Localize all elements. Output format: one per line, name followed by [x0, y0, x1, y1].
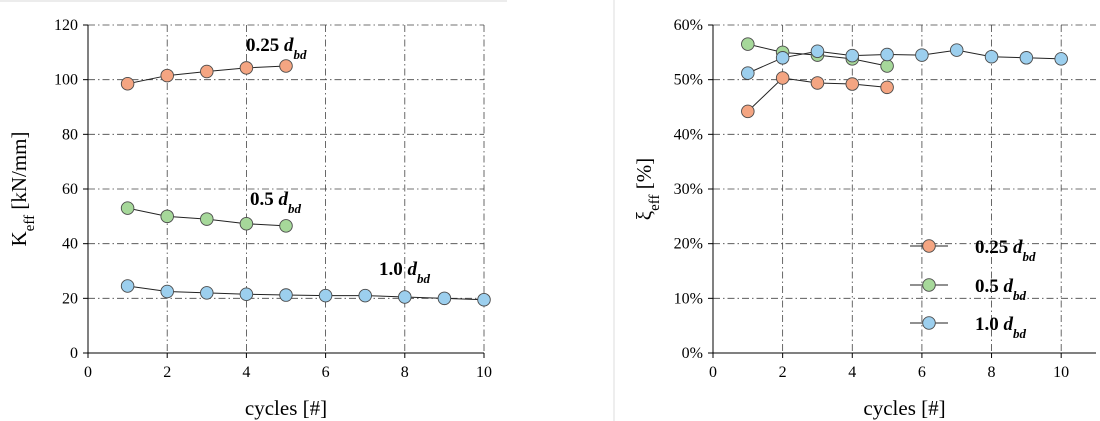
x-tick-label: 2 [779, 364, 787, 381]
data-point-series-1 [239, 61, 254, 75]
series-annotation: 0.25 dbd [246, 35, 307, 62]
legend-entry: 0.5 dbd [975, 276, 1027, 303]
data-point-series-1 [810, 76, 825, 90]
data-point-series-1 [845, 77, 860, 91]
chart-panel-2: 0% 10% 20% 30% 40% 50% 60% 0 2 4 6 8 10 cycles [#] ξef… [632, 17, 1096, 420]
legend-swatch-marker [922, 316, 936, 330]
y-tick-label: 10% [674, 290, 703, 307]
data-point-series-2 [200, 212, 214, 226]
data-point-series-3 [880, 47, 894, 62]
x-tick-label: 8 [988, 364, 996, 381]
data-point-series-1 [160, 68, 174, 83]
y-axis-title: ξeff [%] [632, 158, 663, 221]
data-point-series-3 [160, 284, 174, 299]
data-point-series-2 [880, 59, 894, 73]
y-tick-label: 40 [62, 236, 78, 253]
x-tick-label: 0 [84, 364, 92, 381]
data-point-series-3 [984, 49, 999, 64]
legend-entry: 0.25 dbd [975, 237, 1036, 264]
data-point-series-3 [318, 288, 333, 303]
data-point-series-1 [200, 64, 214, 79]
data-point-series-3 [845, 48, 860, 63]
x-tick-label: 10 [1053, 364, 1069, 381]
x-axis-title: cycles [#] [863, 396, 945, 420]
x-tick-label: 8 [401, 364, 409, 381]
data-point-series-1 [880, 80, 894, 95]
data-point-series-3 [239, 287, 254, 301]
y-tick-label: 20 [62, 290, 78, 307]
y-tick-label: 60 [62, 181, 78, 198]
y-tick-label: 50% [674, 72, 703, 89]
data-point-series-2 [239, 216, 254, 231]
data-point-series-2 [160, 209, 174, 224]
data-point-series-3 [775, 51, 790, 65]
y-tick-label: 20% [674, 236, 703, 253]
data-point-series-3 [949, 43, 964, 57]
y-tick-label: 80 [62, 126, 78, 143]
data-point-series-3 [437, 291, 452, 306]
y-tick-label: 60% [674, 17, 703, 34]
data-point-series-2 [279, 219, 293, 233]
x-tick-label: 2 [163, 364, 171, 381]
data-point-series-3 [398, 290, 412, 304]
series-line-3 [127, 285, 485, 301]
data-point-series-2 [741, 37, 755, 51]
data-point-series-3 [120, 279, 135, 293]
x-tick-label: 0 [709, 364, 717, 381]
data-point-series-1 [775, 71, 790, 85]
series-line-3 [747, 49, 1062, 74]
y-tick-label: 0 [70, 345, 78, 362]
x-axis-title: cycles [#] [245, 396, 327, 420]
legend-swatch-marker [922, 278, 936, 292]
data-point-series-3 [810, 44, 825, 58]
data-point-series-2 [120, 201, 135, 215]
legend: 0.25 dbd 0.5 dbd 1.0 dbd [910, 237, 1036, 341]
y-tick-label: 0% [682, 345, 703, 362]
legend-entry: 1.0 dbd [975, 314, 1027, 341]
y-tick-label: 100 [54, 72, 78, 89]
data-point-series-3 [741, 66, 755, 80]
data-point-series-3 [477, 292, 491, 307]
chart-panel-1: 0 20 40 60 80 100 120 0 2 4 6 8 10 cycles [#] Keff [kN… [7, 17, 492, 420]
series-annotation: 1.0 dbd [379, 259, 431, 286]
y-axis-title: Keff [kN/mm] [7, 132, 38, 247]
x-tick-label: 4 [242, 364, 250, 381]
y-tick-label: 40% [674, 126, 703, 143]
data-point-series-1 [120, 77, 135, 91]
legend-swatch-marker [922, 239, 936, 253]
x-tick-label: 4 [848, 364, 856, 381]
data-point-series-3 [279, 288, 293, 302]
data-point-series-1 [279, 59, 293, 73]
data-point-series-3 [358, 288, 372, 303]
x-tick-label: 10 [476, 364, 492, 381]
data-point-series-3 [1054, 52, 1068, 66]
x-tick-label: 6 [918, 364, 926, 381]
data-point-series-3 [200, 286, 214, 300]
data-point-series-3 [1019, 51, 1034, 65]
x-tick-label: 6 [322, 364, 330, 381]
series-annotation: 0.5 dbd [250, 189, 302, 216]
y-tick-label: 30% [674, 181, 703, 198]
data-point-series-1 [741, 104, 755, 119]
y-tick-label: 120 [54, 17, 78, 34]
data-point-series-3 [915, 48, 929, 62]
